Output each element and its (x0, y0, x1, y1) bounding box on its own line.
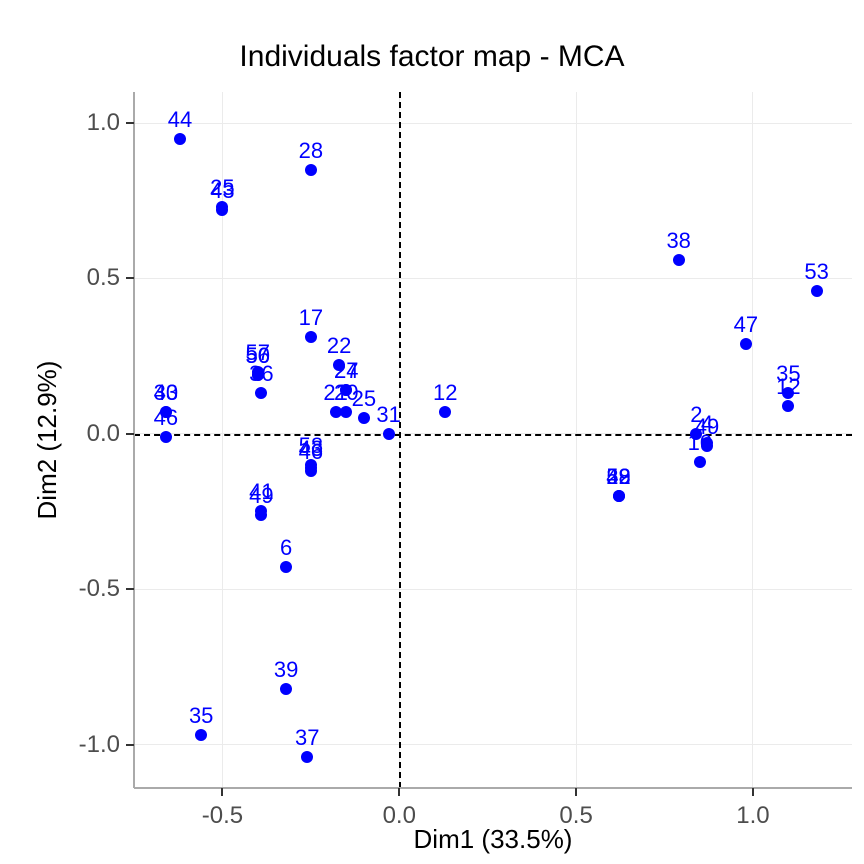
data-label: 49 (249, 485, 273, 507)
data-point (701, 440, 713, 452)
data-label: 35 (189, 705, 213, 727)
x-tick-mark (575, 788, 577, 796)
data-label: 56 (246, 345, 270, 367)
data-point (216, 204, 228, 216)
data-label: 40 (154, 382, 178, 404)
data-label: 6 (280, 537, 292, 559)
data-point (690, 428, 702, 440)
data-label: 58 (299, 435, 323, 457)
data-point (305, 164, 317, 176)
data-point (330, 406, 342, 418)
y-tick-mark (126, 588, 134, 590)
x-tick-mark (752, 788, 754, 796)
data-point (305, 331, 317, 343)
data-point (174, 133, 186, 145)
data-point (280, 561, 292, 573)
x-tick-mark (221, 788, 223, 796)
data-point (255, 509, 267, 521)
gridline-h (134, 278, 852, 279)
data-point (301, 751, 313, 763)
data-point (811, 285, 823, 297)
data-point (782, 387, 794, 399)
data-label: 4 (701, 413, 713, 435)
data-label: 38 (666, 230, 690, 252)
y-tick-label: -0.5 (79, 575, 120, 603)
data-point (305, 465, 317, 477)
data-point (252, 369, 264, 381)
data-label: 12 (433, 382, 457, 404)
y-tick-mark (126, 744, 134, 746)
data-point (439, 406, 451, 418)
y-tick-mark (126, 277, 134, 279)
data-point (340, 384, 352, 396)
data-point (782, 400, 794, 412)
data-label: 41 (249, 481, 273, 503)
x-tick-label: 0.0 (383, 802, 416, 830)
data-label: 53 (804, 261, 828, 283)
data-label: 17 (299, 307, 323, 329)
x-tick-label: -0.5 (202, 802, 243, 830)
data-label: 31 (376, 404, 400, 426)
gridline-h (134, 744, 852, 745)
data-label: 50 (246, 345, 270, 367)
data-point (740, 338, 752, 350)
data-label: 52 (606, 466, 630, 488)
data-label: 35 (776, 363, 800, 385)
data-label: 43 (299, 438, 323, 460)
axis-line-x (134, 787, 852, 789)
data-label: 57 (246, 342, 270, 364)
gridline-h (134, 589, 852, 590)
data-point (195, 729, 207, 741)
data-label: 25 (352, 388, 376, 410)
y-axis-title: Dim2 (12.9%) (32, 92, 63, 788)
data-label: 47 (734, 314, 758, 336)
data-point (613, 490, 625, 502)
y-tick-mark (126, 122, 134, 124)
gridline-h (134, 123, 852, 124)
data-label: 44 (168, 109, 192, 131)
data-label: 48 (606, 466, 630, 488)
y-tick-label: -1.0 (79, 731, 120, 759)
data-point (694, 456, 706, 468)
data-point (280, 683, 292, 695)
axis-line-y (133, 92, 135, 788)
x-tick-label: 1.0 (736, 802, 769, 830)
x-tick-label: 0.5 (559, 802, 592, 830)
y-tick-label: 1.0 (87, 109, 120, 137)
data-point (673, 254, 685, 266)
y-tick-label: 0.0 (87, 420, 120, 448)
data-label: 39 (274, 659, 298, 681)
data-point (383, 428, 395, 440)
data-point (340, 406, 352, 418)
reference-line-h (134, 434, 852, 436)
gridline-v (222, 92, 223, 788)
data-point (333, 359, 345, 371)
data-label: 22 (327, 335, 351, 357)
chart-title: Individuals factor map - MCA (0, 40, 864, 74)
gridline-v (576, 92, 577, 788)
gridline-v (752, 92, 753, 788)
y-tick-mark (126, 433, 134, 435)
data-point (160, 406, 172, 418)
data-label: 37 (295, 727, 319, 749)
x-tick-mark (398, 788, 400, 796)
data-label: 29 (606, 466, 630, 488)
data-label: 28 (299, 140, 323, 162)
y-tick-label: 0.5 (87, 264, 120, 292)
data-point (255, 387, 267, 399)
data-point (358, 412, 370, 424)
data-point (160, 431, 172, 443)
data-label: 33 (154, 382, 178, 404)
plot-area: 4428254338531747225756502427363512334020… (134, 92, 852, 788)
mca-factor-map: Individuals factor map - MCA 44 28 25 43 38 5… (0, 0, 864, 864)
reference-line-v (399, 92, 401, 788)
data-label: 2 (690, 404, 702, 426)
